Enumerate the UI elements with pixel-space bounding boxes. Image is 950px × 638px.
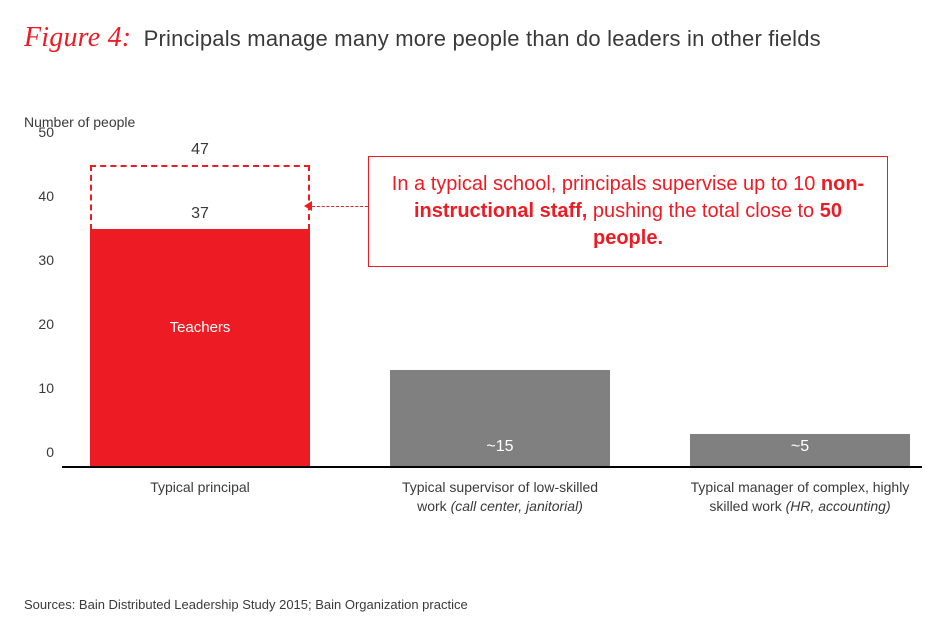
callout-box: In a typical school, principals supervis…: [368, 156, 888, 267]
y-tick-label: 10: [24, 380, 54, 396]
y-tick-label: 50: [24, 124, 54, 140]
bar-solid-principal: [90, 229, 310, 466]
x-label-principal: Typical principal: [70, 478, 330, 497]
bar-inner-value-supervisor: ~15: [390, 438, 610, 456]
callout-text-1: In a typical school, principals supervis…: [392, 173, 821, 195]
callout-connector-line: [312, 206, 368, 207]
y-tick-label: 30: [24, 252, 54, 268]
y-tick-label: 20: [24, 316, 54, 332]
bar-inner-label-principal: Teachers: [90, 319, 310, 336]
sources-text: Sources: Bain Distributed Leadership Stu…: [24, 597, 468, 612]
y-tick-label: 40: [24, 188, 54, 204]
bar-inner-value-manager: ~5: [690, 438, 910, 456]
y-tick-label: 0: [24, 444, 54, 460]
figure-number-label: Figure 4:: [24, 22, 131, 53]
x-label-supervisor: Typical supervisor of low-skilled work (…: [370, 478, 630, 516]
bar-group-principal: 4737TeachersTypical principal: [90, 146, 310, 466]
figure-title: Figure 4: Principals manage many more pe…: [24, 22, 821, 54]
bar-value-top-principal: 47: [90, 141, 310, 159]
callout-text-2: pushing the total close to: [587, 200, 819, 222]
bar-value-mid-principal: 37: [90, 205, 310, 223]
figure-title-text: Principals manage many more people than …: [144, 26, 821, 51]
x-axis-baseline: [62, 466, 922, 468]
x-label-manager: Typical manager of complex, highly skill…: [670, 478, 930, 516]
callout-arrowhead-icon: [304, 201, 312, 211]
